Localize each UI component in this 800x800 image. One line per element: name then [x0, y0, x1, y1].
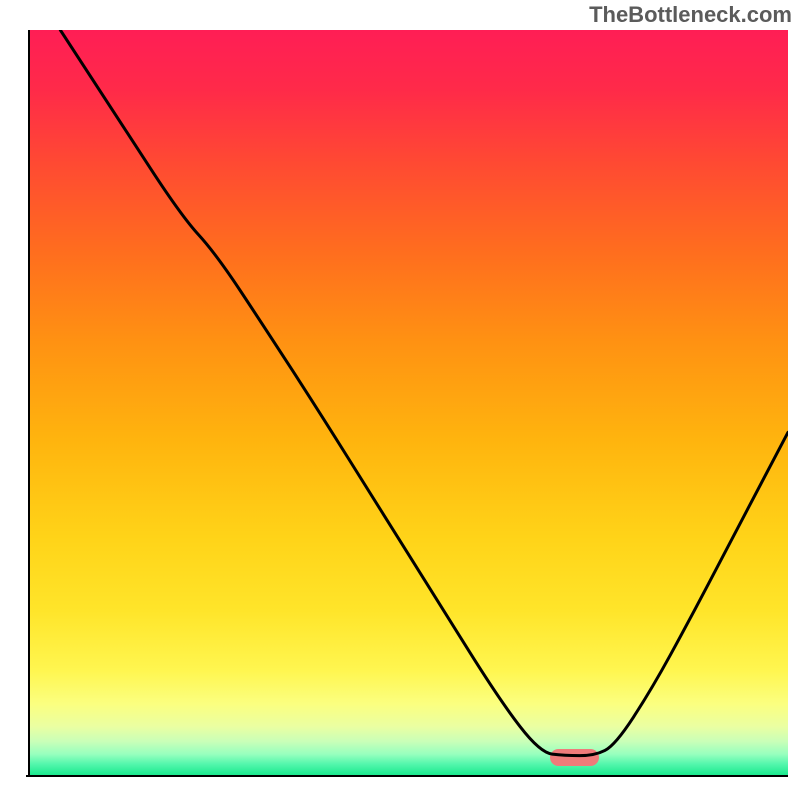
x-axis [26, 775, 788, 777]
y-axis [28, 30, 30, 775]
bottleneck-chart: TheBottleneck.com [0, 0, 800, 800]
plot-area [30, 30, 788, 775]
watermark-text: TheBottleneck.com [589, 2, 792, 28]
curve-path [60, 30, 788, 756]
bottleneck-curve [30, 30, 788, 775]
